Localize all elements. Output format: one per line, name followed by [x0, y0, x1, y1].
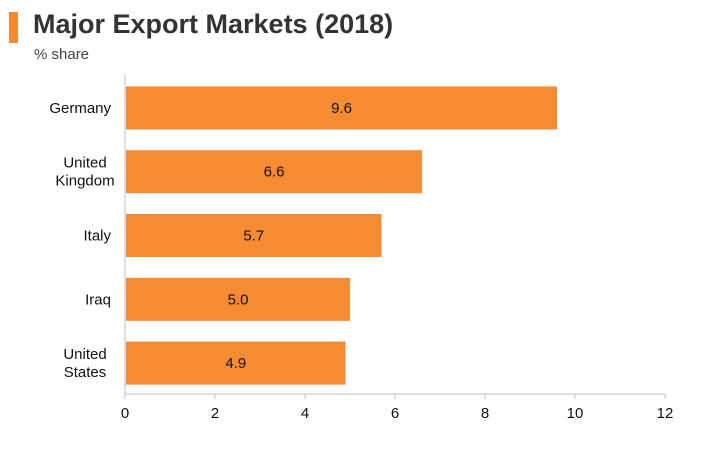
category-label-line: Germany [49, 100, 111, 117]
data-label: 5.7 [243, 228, 264, 245]
bar [126, 86, 557, 130]
category-label-line: United [63, 155, 106, 172]
category-label: United States [63, 346, 106, 381]
category-label-line: United [63, 346, 106, 363]
data-label: 4.9 [225, 355, 246, 372]
x-tick-label: 6 [391, 405, 399, 422]
data-label: 9.6 [331, 100, 352, 117]
title-accent-bar [9, 12, 18, 43]
category-label-line: Iraq [85, 291, 111, 308]
chart-subtitle: % share [34, 46, 90, 63]
bar [126, 150, 422, 194]
x-tick-label: 2 [211, 405, 219, 422]
category-label-line: States [64, 364, 107, 381]
bar [126, 214, 382, 257]
category-label: Italy [83, 228, 111, 245]
chart-title: Major Export Markets (2018) [33, 9, 394, 39]
category-label-line: Italy [83, 228, 111, 245]
category-label-line: Kingdom [55, 173, 114, 190]
bar [126, 341, 346, 385]
x-tick-label: 0 [121, 405, 129, 422]
category-label: Germany [49, 100, 111, 117]
bar [126, 277, 350, 321]
x-tick-label: 8 [481, 405, 489, 422]
x-tick-label: 10 [567, 405, 584, 422]
category-label: Iraq [85, 291, 111, 308]
x-tick-label: 4 [301, 405, 309, 422]
category-label: United Kingdom [55, 155, 114, 190]
data-label: 5.0 [228, 291, 249, 308]
x-tick-label: 12 [657, 405, 674, 422]
data-label: 6.6 [264, 164, 285, 181]
